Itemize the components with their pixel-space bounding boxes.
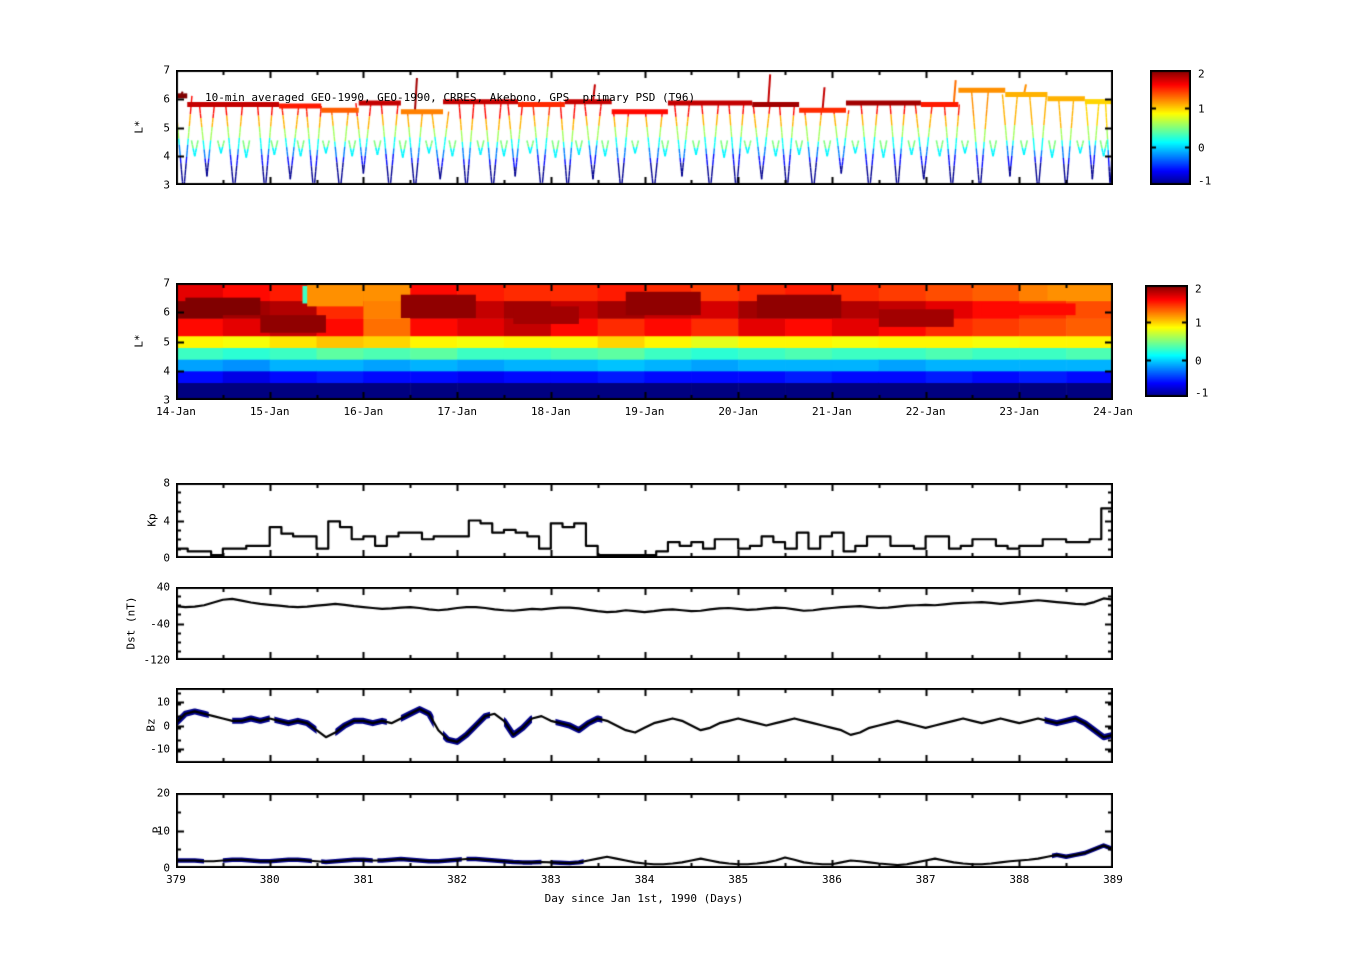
p-canvas (176, 793, 1113, 868)
day-tick-label: 387 (915, 873, 936, 886)
y-tick-label: 10 (156, 695, 170, 709)
date-tick-label: 19-Jan (624, 405, 665, 418)
plot-title: 10-min averaged GEO-1990, GEO-1990, CRRE… (205, 91, 696, 104)
panel-psd-tracks (176, 70, 1113, 185)
ylabel-psd-map: L* (132, 334, 146, 348)
date-tick-label: 22-Jan (905, 405, 946, 418)
y-tick-label: 0 (163, 719, 170, 732)
colorbar-tick-label: -1 (1198, 174, 1212, 188)
panel-p (176, 793, 1113, 868)
y-tick-label: 8 (163, 476, 170, 490)
colorbar-tick-label: 2 (1198, 67, 1205, 81)
panel-kp (176, 483, 1113, 558)
y-tick-label: -10 (150, 742, 170, 756)
day-tick-label: 380 (259, 873, 280, 886)
colorbar-tick-label: 1 (1198, 102, 1205, 115)
panel-dst (176, 587, 1113, 660)
day-tick-label: 382 (447, 873, 468, 886)
date-tick-label: 17-Jan (437, 405, 477, 418)
y-tick-label: 6 (163, 305, 170, 319)
colorbar-tick-label: 0 (1198, 141, 1205, 154)
colorbar-psd-tracks (1150, 70, 1191, 185)
y-tick-label: 3 (163, 393, 170, 407)
y-tick-label: -120 (143, 653, 171, 667)
day-tick-label: 381 (353, 873, 374, 886)
panel-psd-map (176, 283, 1113, 400)
colorbar-tick-label: -1 (1195, 386, 1209, 400)
y-tick-label: 5 (163, 121, 170, 134)
ylabel-psd-tracks: L* (132, 120, 146, 134)
day-tick-label: 384 (634, 873, 655, 886)
y-tick-label: 7 (163, 276, 170, 290)
y-tick-label: -40 (150, 617, 170, 630)
kp-canvas (176, 483, 1113, 558)
date-tick-label: 21-Jan (812, 405, 852, 418)
colorbar-psd-tracks-canvas (1150, 70, 1191, 185)
day-tick-label: 385 (728, 873, 749, 886)
y-tick-label: 6 (163, 92, 170, 106)
y-tick-label: 4 (163, 364, 170, 378)
y-tick-label: 7 (163, 63, 170, 77)
date-tick-label: 16-Jan (343, 405, 384, 418)
y-tick-label: 0 (163, 551, 170, 565)
panel-bz (176, 688, 1113, 763)
ylabel-kp: Kp (145, 513, 159, 527)
day-tick-label: 379 (166, 873, 186, 886)
date-tick-label: 15-Jan (249, 405, 290, 418)
xaxis-title: Day since Jan 1st, 1990 (Days) (544, 892, 744, 905)
day-tick-label: 383 (540, 873, 561, 886)
colorbar-tick-label: 0 (1195, 354, 1202, 367)
bz-canvas (176, 688, 1113, 763)
y-tick-label: 4 (163, 149, 170, 163)
y-tick-label: 3 (163, 178, 170, 192)
y-tick-label: 40 (156, 580, 170, 594)
day-tick-label: 389 (1103, 873, 1123, 886)
ylabel-bz: Bz (144, 718, 158, 732)
date-tick-label: 18-Jan (530, 405, 571, 418)
colorbar-psd-map-canvas (1145, 285, 1188, 397)
date-tick-label: 24-Jan (1093, 405, 1133, 418)
psd-tracks-canvas (176, 70, 1113, 185)
date-tick-label: 20-Jan (718, 405, 759, 418)
day-tick-label: 386 (821, 873, 842, 886)
y-tick-label: 0 (163, 861, 170, 875)
colorbar-tick-label: 1 (1195, 316, 1202, 329)
date-tick-label: 14-Jan (156, 405, 196, 418)
y-tick-label: 10 (156, 824, 170, 837)
y-tick-label: 4 (163, 514, 170, 527)
colorbar-psd-map (1145, 285, 1188, 397)
ylabel-dst: Dst (nT) (124, 596, 138, 650)
y-tick-label: 5 (163, 335, 170, 348)
day-tick-label: 388 (1009, 873, 1030, 886)
psd-map-canvas (176, 283, 1113, 400)
dst-canvas (176, 587, 1113, 660)
date-tick-label: 23-Jan (999, 405, 1040, 418)
y-tick-label: 20 (156, 786, 170, 800)
colorbar-tick-label: 2 (1195, 282, 1202, 296)
